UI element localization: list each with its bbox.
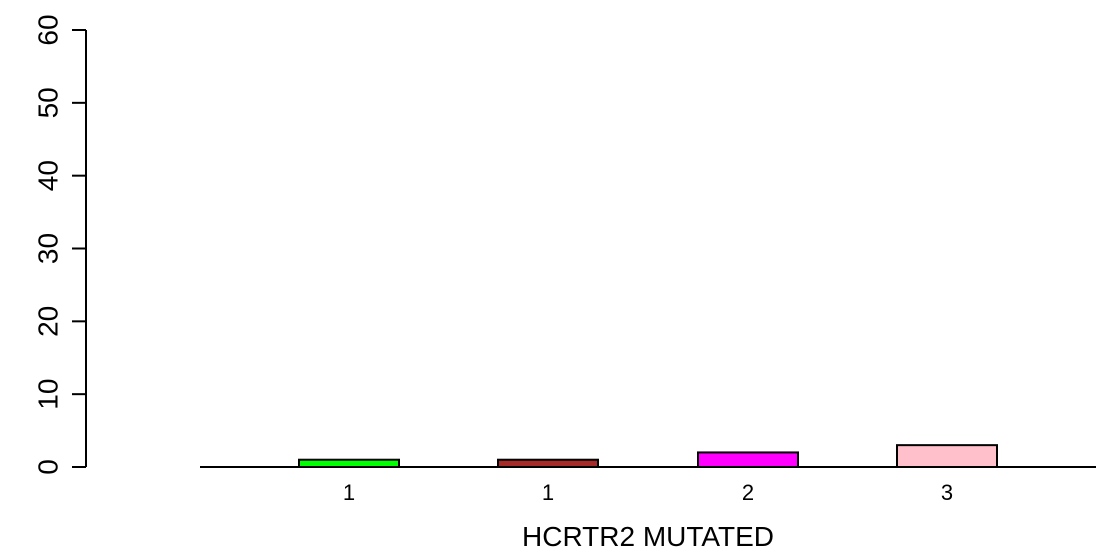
y-tick-label: 0	[32, 459, 63, 475]
bar	[896, 444, 998, 468]
x-tick-label: 3	[941, 480, 953, 505]
x-tick-label: 1	[542, 480, 554, 505]
x-axis: 1 1 2 3	[200, 466, 1096, 505]
x-axis-title: HCRTR2 MUTATED	[522, 521, 774, 552]
x-tick-label: 2	[742, 480, 754, 505]
y-axis: 0 10 20 30 40 50 60	[32, 14, 87, 475]
y-tick-label: 20	[32, 306, 63, 337]
y-tick-label: 50	[32, 87, 63, 118]
y-tick-label: 60	[32, 14, 63, 45]
y-tick-label: 30	[32, 233, 63, 264]
bar	[697, 451, 799, 468]
y-tick-label: 10	[32, 379, 63, 410]
bars	[298, 444, 998, 469]
bar	[497, 458, 599, 469]
x-tick-label: 1	[343, 480, 355, 505]
bar	[298, 458, 400, 469]
y-tick-label: 40	[32, 160, 63, 191]
